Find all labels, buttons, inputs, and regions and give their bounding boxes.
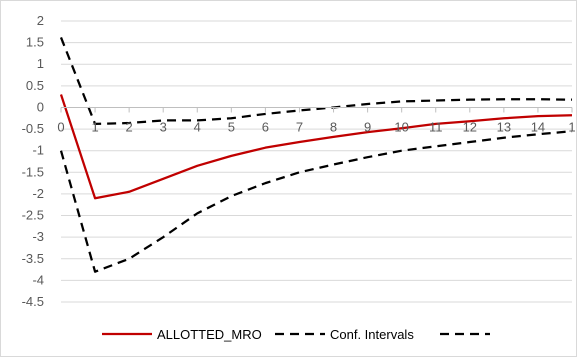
x-tick-label: 11 xyxy=(429,119,443,134)
y-axis-tick-labels: 2 1.5 1 0.5 0 -0.5 -1 -1.5 -2 -2.5 -3 -3.5 -4 -4.5 xyxy=(22,13,44,309)
conf-interval-line-2 xyxy=(59,130,573,273)
x-tick-label: 14 xyxy=(531,119,545,134)
x-tick-label: 5 xyxy=(228,119,235,134)
x-tick-label: 2 xyxy=(126,119,133,134)
x-axis xyxy=(60,106,573,113)
x-tick-label: 12 xyxy=(463,119,477,134)
y-tick-label: 1.5 xyxy=(26,35,44,50)
x-tick-label: 1 xyxy=(568,119,575,134)
legend-label-conf-intervals: Conf. Intervals xyxy=(330,327,414,342)
x-tick-label: 13 xyxy=(497,119,511,134)
y-tick-label: -2 xyxy=(32,186,44,201)
y-tick-label: -0.5 xyxy=(22,121,44,136)
x-axis-tick-labels: 0 1 2 3 4 5 6 7 8 9 10 11 12 13 14 1 xyxy=(57,119,575,134)
y-tick-label: -1.5 xyxy=(22,164,44,179)
y-tick-label: -2.5 xyxy=(22,208,44,223)
y-tick-label: -1 xyxy=(32,143,44,158)
x-tick-label: 7 xyxy=(296,119,303,134)
y-tick-label: 0.5 xyxy=(26,78,44,93)
x-tick-label: 6 xyxy=(262,119,269,134)
y-tick-label: 1 xyxy=(37,56,44,71)
conf-interval-line-1 xyxy=(59,37,573,126)
y-tick-label: 2 xyxy=(37,13,44,28)
series-lines xyxy=(59,37,573,273)
x-tick-label: 4 xyxy=(194,119,201,134)
gridlines xyxy=(61,20,572,303)
series-line-allotted-mro xyxy=(59,94,573,200)
x-tick-label: 10 xyxy=(394,119,408,134)
x-tick-label: 3 xyxy=(160,119,167,134)
legend: ALLOTTED_MRO Conf. Intervals xyxy=(102,327,490,342)
x-tick-label: 8 xyxy=(330,119,337,134)
x-tick-label: 9 xyxy=(364,119,371,134)
y-tick-label: -3 xyxy=(32,229,44,244)
y-tick-label: -3.5 xyxy=(22,251,44,266)
x-tick-label: 1 xyxy=(91,119,98,134)
x-tick-label: 0 xyxy=(57,119,64,134)
y-tick-label: -4.5 xyxy=(22,294,44,309)
y-tick-label: 0 xyxy=(37,99,44,114)
y-tick-label: -4 xyxy=(32,272,44,287)
legend-label-allotted-mro: ALLOTTED_MRO xyxy=(157,327,262,342)
